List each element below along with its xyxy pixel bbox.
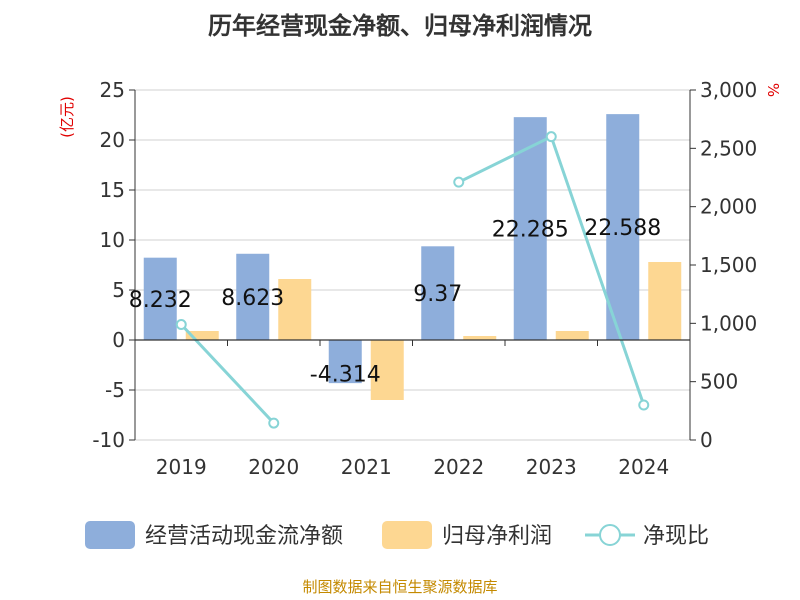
ratio-point — [638, 399, 650, 411]
bar — [370, 340, 404, 400]
ratio-point — [175, 319, 187, 330]
bar — [648, 262, 682, 340]
left-tick-label: 15 — [100, 178, 125, 202]
bar-value-label: 22.588 — [584, 216, 661, 241]
right-tick-label: 3,000 — [700, 78, 757, 102]
legend-label: 归母净利润 — [442, 524, 552, 549]
bar — [463, 336, 497, 340]
bar — [555, 331, 589, 340]
ratio-line — [175, 131, 650, 429]
left-tick-label: 25 — [100, 78, 125, 102]
ratio-point — [268, 417, 280, 429]
legend-swatch-marker — [599, 524, 621, 546]
legend[interactable]: 经营活动现金流净额 归母净利润 净现比 — [85, 521, 709, 549]
ratio-line-segment — [180, 323, 275, 425]
left-tick-label: 20 — [100, 128, 125, 152]
bar — [421, 246, 455, 340]
bar — [513, 117, 547, 341]
left-tick-label: 10 — [100, 228, 125, 252]
bar-value-label: 22.285 — [492, 218, 569, 243]
chart-title: 历年经营现金净额、归母净利润情况 — [208, 12, 592, 40]
source-note: 制图数据来自恒生聚源数据库 — [302, 578, 497, 596]
right-axis-unit: % — [764, 83, 782, 97]
axes: 25 20 15 10 5 0 -5 -10 3,000 2,500 2,000 1,500 1,000… — [92, 78, 757, 479]
category-label: 2024 — [618, 455, 669, 479]
bar-value-label: 9.37 — [413, 282, 462, 307]
bar — [236, 253, 270, 340]
ratio-point — [453, 176, 465, 188]
right-tick-label: 2,000 — [700, 195, 757, 219]
left-axis-unit: (亿元) — [58, 96, 76, 138]
bars — [143, 114, 682, 400]
category-label: 2022 — [433, 455, 484, 479]
bar-value-label: 8.623 — [221, 286, 284, 311]
legend-swatch — [85, 521, 135, 549]
left-tick-label: 5 — [112, 278, 125, 302]
legend-label: 经营活动现金流净额 — [145, 524, 343, 549]
data-labels: 8.232 8.623 -4.314 9.37 22.285 22.588 — [129, 216, 661, 388]
left-tick-label: -10 — [92, 428, 125, 452]
legend-label: 净现比 — [643, 524, 709, 549]
right-tick-label: 2,500 — [700, 136, 757, 160]
bar — [328, 340, 362, 384]
bar — [143, 257, 177, 340]
category-label: 2020 — [248, 455, 299, 479]
right-tick-label: 500 — [700, 370, 738, 394]
bar — [606, 114, 640, 341]
category-label: 2021 — [341, 455, 392, 479]
left-tick-label: 0 — [112, 328, 125, 352]
category-label: 2019 — [156, 455, 207, 479]
bar-value-label: 8.232 — [129, 288, 192, 313]
right-tick-label: 1,500 — [700, 253, 757, 277]
bar — [278, 279, 312, 340]
legend-swatch — [382, 521, 432, 549]
ratio-point — [545, 131, 557, 143]
right-tick-label: 0 — [700, 428, 713, 452]
grid — [135, 89, 690, 441]
left-tick-label: -5 — [105, 378, 125, 402]
right-tick-label: 1,000 — [700, 311, 757, 335]
category-label: 2023 — [526, 455, 577, 479]
bar-value-label: -4.314 — [310, 363, 381, 388]
bar — [185, 331, 219, 340]
